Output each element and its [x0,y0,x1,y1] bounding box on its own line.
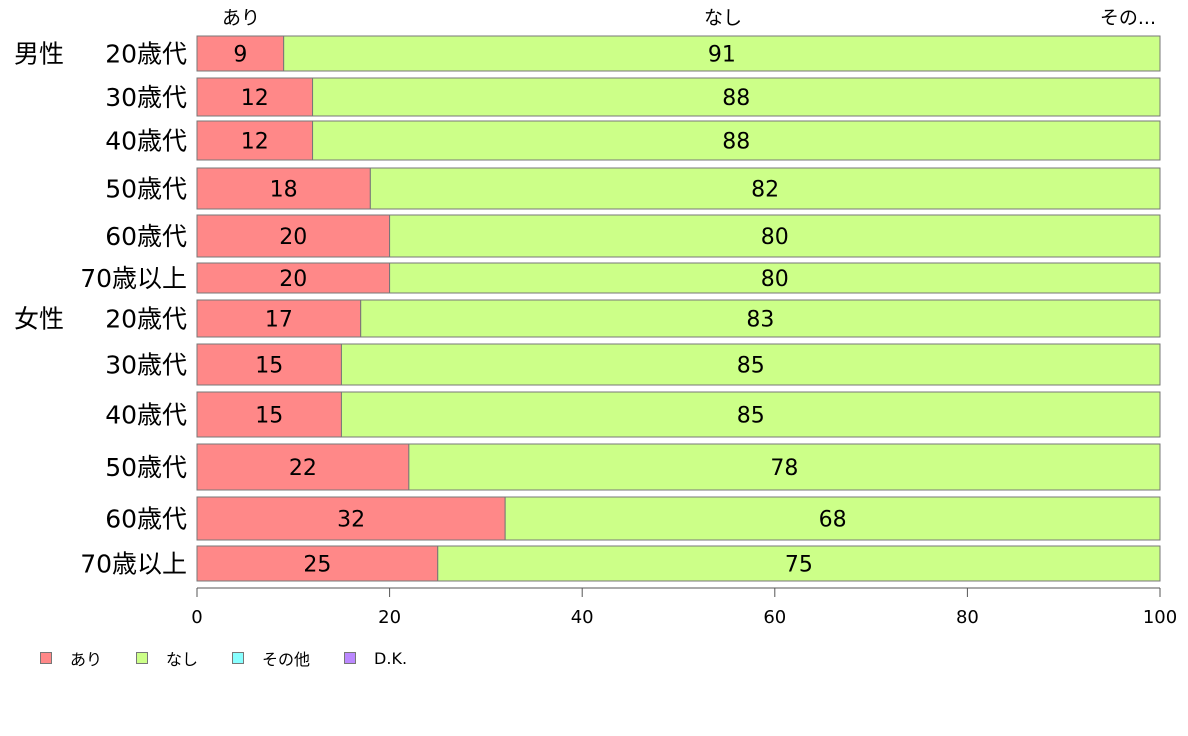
bar-segment [196,545,439,582]
category-label: 60歳代 [105,222,187,251]
legend-item-ari: あり [40,646,102,670]
bar-segment [283,35,1161,72]
bar-value-label: 78 [770,456,798,481]
bar-value-label: 17 [265,308,293,333]
legend-item-sonota: その他 [232,646,310,670]
bar-value-label: 32 [337,508,365,533]
bar-segment [312,77,1161,117]
bar-segment [196,496,506,541]
category-label: 30歳代 [105,83,187,112]
bar-value-label: 15 [255,354,283,379]
bar-value-label: 20 [279,267,307,292]
bar-segment [408,443,1161,491]
bar-segment [312,120,1161,161]
legend-label-ari: あり [70,650,103,669]
x-tick-label: 40 [571,607,594,628]
bar-value-label: 80 [761,225,789,250]
top-series-label: あり [222,7,260,29]
bar-segment [389,214,1161,258]
bar-segment [340,343,1161,386]
bar-value-label: 9 [233,43,247,68]
bar-value-label: 15 [255,404,283,429]
bar-value-label: 85 [737,404,765,429]
bar-value-label: 83 [746,308,774,333]
bar-segment [196,443,410,491]
bar-value-label: 82 [751,178,779,203]
group-label: 男性 [14,40,64,69]
bar-value-label: 12 [241,130,269,155]
stacked-bar-chart: あり なし その... 9 91 20歳代 男性 12 88 30歳代 12 88 40歳代 18 82 50… [14,7,1177,628]
x-tick-label: 80 [956,607,979,628]
x-tick-label: 100 [1143,607,1177,628]
bar-value-label: 91 [708,43,736,68]
bar-segment [369,167,1161,210]
bar-segment [504,496,1161,541]
legend-swatch-nashi [136,652,149,664]
legend-swatch-sonota [232,652,245,664]
category-label: 30歳代 [105,351,187,380]
category-label: 50歳代 [105,453,187,482]
bar-segment [340,391,1161,438]
bar-value-label: 22 [289,456,317,481]
bar-value-label: 20 [279,225,307,250]
legend-swatch-dk [344,652,357,664]
category-label: 70歳以上 [80,264,187,293]
category-label: 40歳代 [105,401,187,430]
bar-segment [196,120,314,161]
category-label: 60歳代 [105,505,187,534]
bar-segment [437,545,1161,582]
category-label: 50歳代 [105,175,187,204]
bar-value-label: 25 [303,553,331,578]
bar-segment [196,391,342,438]
category-label: 70歳以上 [80,550,187,579]
legend: あり なし その他 D.K. [40,646,441,670]
bar-segment [389,262,1161,294]
bar-segment [196,299,362,338]
bar-segment [360,299,1161,338]
group-label: 女性 [14,305,64,334]
x-tick-label: 20 [378,607,401,628]
bar-value-label: 68 [819,508,847,533]
legend-item-nashi: なし [136,646,198,670]
bar-value-label: 18 [270,178,298,203]
bar-value-label: 80 [761,267,789,292]
legend-item-dk: D.K. [344,649,407,668]
category-label: 20歳代 [105,40,187,69]
bar-value-label: 85 [737,354,765,379]
top-series-label: なし [704,7,742,29]
bar-value-label: 88 [722,130,750,155]
legend-label-nashi: なし [166,650,199,669]
legend-label-sonota: その他 [262,650,311,669]
category-label: 20歳代 [105,305,187,334]
legend-swatch-ari [40,652,52,664]
x-tick-label: 0 [191,607,202,628]
bar-value-label: 88 [722,86,750,111]
bar-segment [196,77,314,117]
bar-segment [196,35,285,72]
x-tick-label: 60 [763,607,786,628]
top-series-label: その... [1100,7,1156,29]
legend-label-dk: D.K. [374,648,408,668]
category-label: 40歳代 [105,127,187,156]
bar-value-label: 75 [785,553,813,578]
bar-segment [196,214,391,258]
bar-segment [196,167,371,210]
bar-value-label: 12 [241,86,269,111]
